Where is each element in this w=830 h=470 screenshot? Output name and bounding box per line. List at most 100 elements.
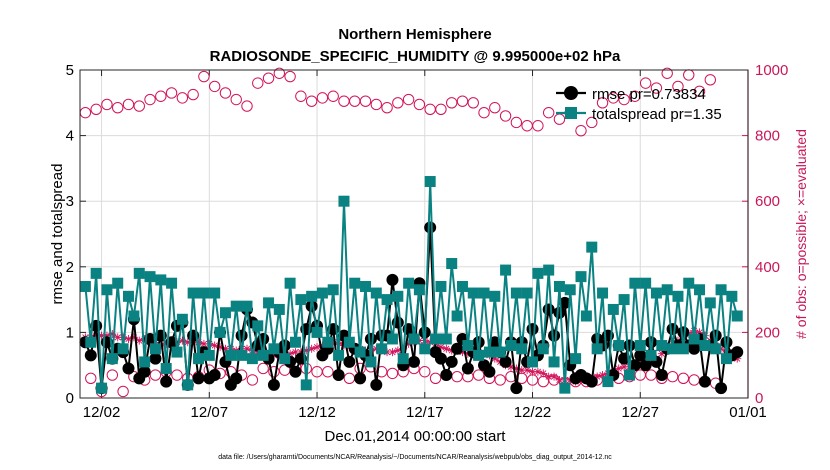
obs-possible-point (446, 97, 458, 109)
totalspread-point (230, 300, 242, 312)
totalspread-point (203, 349, 215, 361)
obs-possible-point (375, 366, 388, 378)
totalspread-point (101, 284, 113, 296)
obs-possible-point (230, 93, 242, 106)
obs-evaluated-point (243, 344, 251, 353)
totalspread-point (176, 313, 188, 325)
obs-possible-point (639, 77, 652, 89)
rmse-point (666, 323, 679, 336)
rmse-point (628, 359, 641, 372)
obs-evaluated-point (135, 336, 144, 345)
rmse-point (698, 375, 711, 388)
obs-possible-point (257, 362, 269, 375)
obs-possible-point (435, 103, 447, 116)
obs-evaluated-point (307, 344, 316, 353)
totalspread-point (505, 340, 517, 352)
obs-evaluated-point (216, 343, 225, 352)
rmse-point (731, 346, 744, 359)
obs-evaluated-point (221, 344, 230, 353)
totalspread-point (699, 340, 711, 352)
totalspread-point (365, 356, 377, 368)
obs-evaluated-point (544, 372, 553, 381)
obs-evaluated-point (523, 366, 532, 375)
obs-evaluated-point (550, 372, 559, 381)
obs-possible-point (208, 80, 221, 93)
legend-rmse-label: rmse pr=0.73834 (592, 86, 706, 103)
totalspread-point (209, 287, 221, 299)
obs-possible-point (478, 106, 490, 119)
rmse-point (461, 362, 474, 375)
totalspread-point (333, 349, 345, 361)
totalspread-point (440, 333, 452, 345)
obs-evaluated-point (183, 338, 192, 347)
totalspread-point (386, 333, 398, 345)
obs-evaluated-point (313, 343, 322, 352)
totalspread-point (139, 356, 151, 368)
totalspread-point (284, 277, 296, 289)
obs-evaluated-point (490, 354, 499, 363)
totalspread-point (629, 277, 641, 289)
x-tick-label: 12/12 (298, 404, 336, 421)
obs-evaluated-point (458, 348, 467, 357)
totalspread-point (672, 290, 684, 302)
totalspread-point (219, 307, 231, 319)
totalspread-point (144, 271, 156, 283)
rmse-point (440, 369, 453, 382)
totalspread-point (155, 274, 167, 286)
totalspread-point (166, 277, 178, 289)
totalspread-point (295, 294, 307, 306)
totalspread-point (187, 287, 199, 299)
obs-evaluated-point (442, 344, 451, 353)
obs-evaluated-point (210, 341, 219, 350)
chart-subtitle: RADIOSONDE_SPECIFIC_HUMIDITY @ 9.995000e… (210, 48, 621, 65)
totalspread-point (548, 356, 560, 368)
obs-possible-point (489, 102, 501, 114)
totalspread-point (279, 353, 291, 365)
rmse-point (235, 329, 248, 342)
totalspread-point (586, 241, 598, 253)
obs-possible-point (252, 77, 264, 89)
totalspread-point (516, 343, 528, 355)
totalspread-point (236, 349, 248, 361)
legend: rmse pr=0.73834 totalspread pr=1.35 (556, 86, 722, 123)
totalspread-point (322, 336, 334, 348)
totalspread-point (106, 353, 118, 365)
rmse-point (715, 382, 728, 395)
totalspread-point (543, 264, 555, 276)
rmse-point (472, 336, 485, 349)
obs-possible-point (284, 70, 296, 83)
rmse-point (688, 342, 701, 355)
obs-possible-point (472, 369, 485, 381)
data-file-footnote: data file: /Users/gharamti/Documents/NCA… (218, 454, 612, 461)
obs-possible-point (268, 366, 280, 378)
obs-evaluated-point (302, 346, 311, 355)
obs-evaluated-point (129, 333, 138, 342)
obs-possible-point (122, 98, 135, 111)
totalspread-point (182, 379, 194, 391)
obs-possible-point (106, 369, 119, 381)
totalspread-point (677, 343, 689, 355)
totalspread-point (96, 382, 108, 394)
rmse-point (526, 323, 539, 336)
y-axis-label: rmse and totalspread (49, 164, 66, 305)
rmse-point (434, 352, 447, 365)
totalspread-point (602, 376, 614, 388)
obs-possible-point (171, 369, 183, 381)
obs-evaluated-point (593, 372, 602, 381)
totalspread-point (451, 310, 463, 322)
totalspread-point (634, 340, 646, 352)
rmse-point (138, 365, 151, 378)
totalspread-point (408, 333, 420, 345)
totalspread-point (667, 343, 679, 355)
totalspread-line (84, 181, 739, 389)
totalspread-point (656, 340, 668, 352)
rmse-point (149, 352, 162, 365)
totalspread-point (553, 280, 565, 292)
obs-possible-point (370, 98, 382, 111)
obs-possible-point (90, 103, 102, 116)
obs-possible-point (661, 67, 673, 79)
totalspread-point (446, 258, 458, 270)
obs-possible-point (499, 110, 512, 122)
obs-evaluated-point (393, 346, 402, 355)
obs-evaluated-point (269, 351, 278, 360)
